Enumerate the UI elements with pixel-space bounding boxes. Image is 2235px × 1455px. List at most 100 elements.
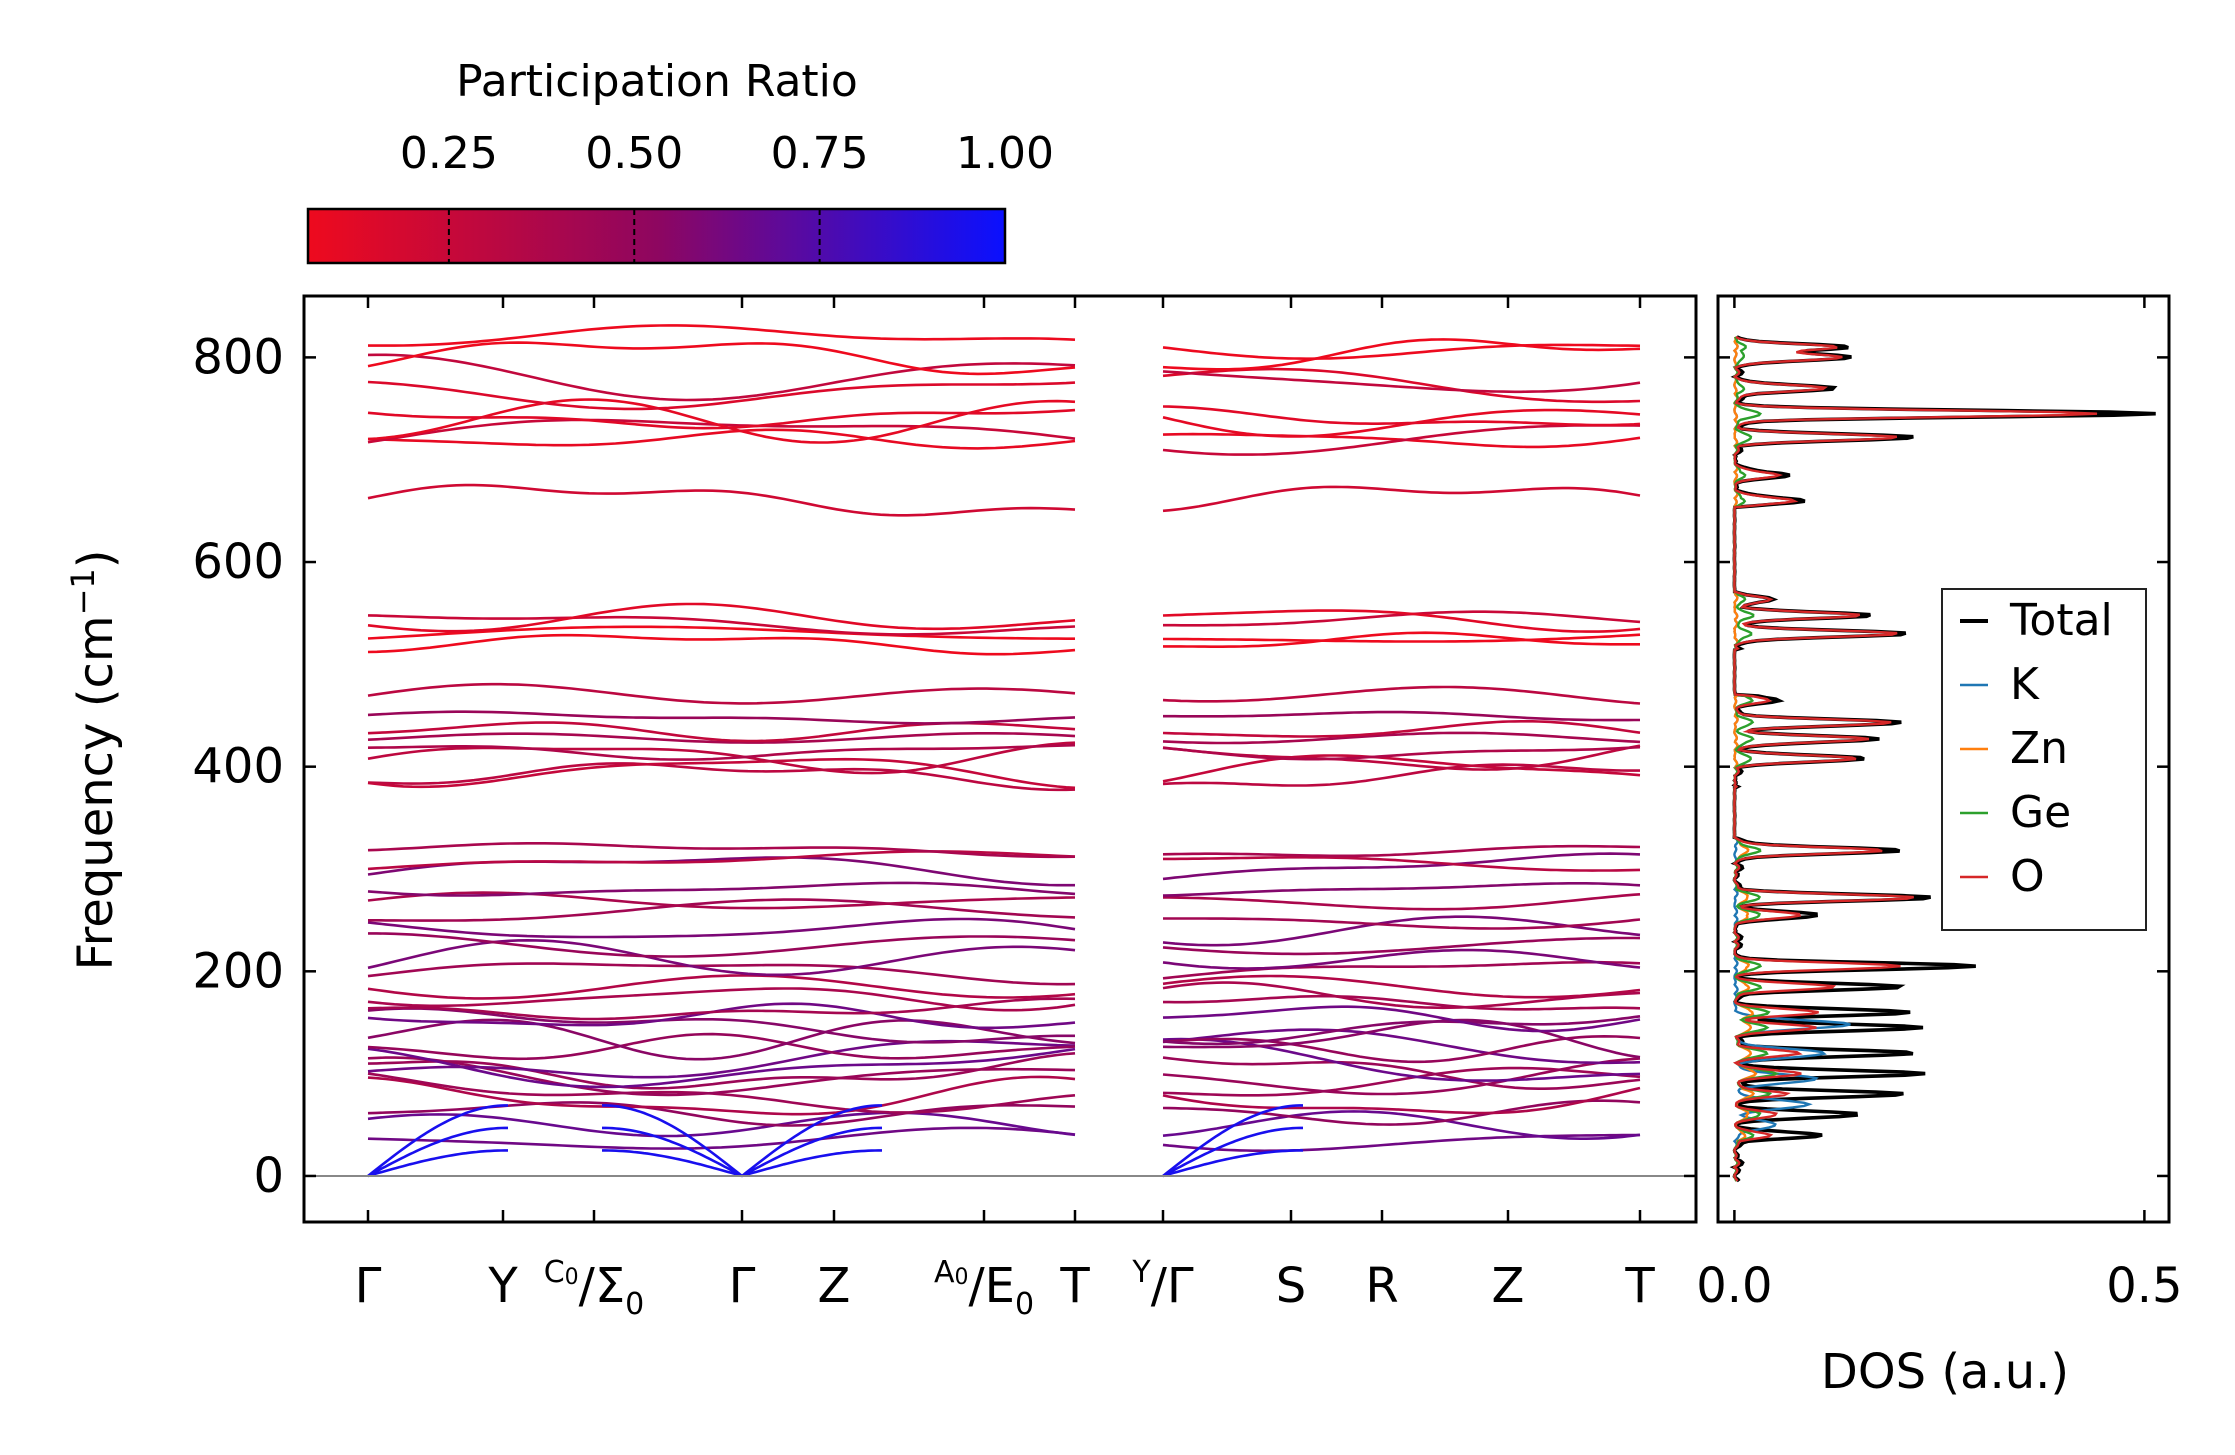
phonon-band xyxy=(367,614,1076,636)
acoustic-band xyxy=(1162,1149,1303,1178)
band-ytick-label: 0 xyxy=(253,1148,284,1204)
phonon-band xyxy=(1162,1110,1641,1140)
band-structure-panel: 0 200 400 600 800 Γ Y C0/Σ0 Γ Z A0/E0 T Y/Γ S R Z T Fre… xyxy=(64,294,1698,1322)
dos-xtick-label: 0.5 xyxy=(2106,1258,2182,1314)
legend-label: Total xyxy=(2009,595,2113,646)
phonon-band xyxy=(1162,936,1641,956)
phonon-band xyxy=(367,842,1076,859)
phonon-band xyxy=(1162,852,1641,881)
acoustic-band xyxy=(741,1126,882,1178)
band-ylabel: Frequency (cm−1) xyxy=(64,549,124,970)
kpoint-label: Y xyxy=(487,1258,518,1314)
phonon-band xyxy=(367,1032,1076,1061)
phonon-band xyxy=(368,932,1076,958)
phonon-band xyxy=(367,398,1076,444)
phonon-band xyxy=(367,917,1076,939)
kpoint-label: R xyxy=(1365,1258,1398,1314)
phonon-band xyxy=(368,324,1076,347)
phonon-band xyxy=(1162,1099,1641,1126)
phonon-band xyxy=(1162,948,1641,970)
acoustic-band xyxy=(602,1126,743,1178)
phonon-band xyxy=(1163,610,1641,627)
phonon-band xyxy=(1163,710,1640,722)
legend-label: O xyxy=(2010,851,2045,902)
phonon-band xyxy=(1162,424,1641,456)
acoustic-band xyxy=(367,1104,508,1178)
phonon-band xyxy=(367,1075,1076,1116)
phonon-band xyxy=(1162,745,1641,761)
phonon-band xyxy=(1162,960,1641,980)
colorbar-title: Participation Ratio xyxy=(456,56,858,107)
phonon-band xyxy=(1163,856,1641,872)
phonon-band xyxy=(1162,408,1641,438)
acoustic-band xyxy=(741,1104,882,1178)
colorbar-tick-label: 0.75 xyxy=(771,128,869,179)
phonon-band xyxy=(367,1101,1076,1127)
phonon-band xyxy=(367,483,1076,517)
phonon-band xyxy=(1162,1018,1641,1059)
phonon-band xyxy=(367,762,1076,792)
phonon-band xyxy=(367,938,1076,977)
phonon-band xyxy=(1162,882,1641,897)
acoustic-band xyxy=(741,1149,882,1178)
dos-legend: Total K Zn Ge O xyxy=(1941,588,2147,931)
phonon-band xyxy=(1163,917,1641,930)
phonon-band xyxy=(1162,485,1641,513)
acoustic-band xyxy=(367,1149,508,1178)
phonon-band xyxy=(367,353,1076,402)
phonon-band xyxy=(1162,844,1641,858)
phonon-band xyxy=(1162,754,1641,783)
phonon-band xyxy=(1162,1086,1641,1115)
phonon-band xyxy=(1163,633,1641,643)
legend-label: Zn xyxy=(2010,723,2068,774)
phonon-band xyxy=(1162,981,1641,1010)
phonon-band xyxy=(367,850,1076,871)
colorbar-gradient xyxy=(306,207,1007,265)
phonon-band xyxy=(1162,893,1641,911)
phonon-band xyxy=(367,891,1076,910)
kpoint-label: C0/Σ0 xyxy=(544,1255,645,1322)
dos-lines xyxy=(1729,335,2156,1183)
phonon-band xyxy=(1162,1057,1641,1096)
phonon-band xyxy=(367,633,1076,656)
phonon-band xyxy=(367,974,1076,1000)
band-ytick-label: 200 xyxy=(192,943,284,999)
phonon-band xyxy=(1162,685,1641,705)
phonon-band xyxy=(1162,1034,1641,1064)
phonon-band xyxy=(1162,731,1641,745)
kpoint-label: Γ xyxy=(729,1258,756,1314)
legend-label: K xyxy=(2010,659,2040,710)
band-axes-frame xyxy=(302,294,1698,1224)
kpoint-label: T xyxy=(1624,1258,1655,1314)
phonon-band xyxy=(368,898,1076,922)
phonon-band xyxy=(1162,1015,1641,1046)
dos-panel: 0.0 0.5 DOS (a.u.) Total K Zn Ge O xyxy=(1696,294,2183,1400)
phonon-band xyxy=(367,732,1076,744)
dos-series-o xyxy=(1732,335,2098,1182)
phonon-band xyxy=(367,987,1076,1012)
band-ytick-label: 600 xyxy=(192,534,284,590)
phonon-band xyxy=(367,380,1076,411)
phonon-band xyxy=(1162,343,1641,360)
band-ytick-label: 400 xyxy=(192,739,284,795)
phonon-band xyxy=(367,757,1076,790)
phonon-band xyxy=(1163,631,1640,648)
dos-legend-box xyxy=(1941,588,2147,931)
colorbar: Participation Ratio 0.25 0.50 0.75 1.00 xyxy=(306,56,1054,265)
kpoint-label: S xyxy=(1276,1258,1306,1314)
phonon-band xyxy=(367,625,1075,640)
phonon-band xyxy=(1162,405,1641,427)
phonon-band xyxy=(1162,763,1640,787)
phonon-band xyxy=(1163,994,1641,1011)
kpoint-label: Y/Γ xyxy=(1131,1255,1194,1314)
kpoint-label: T xyxy=(1059,1258,1090,1314)
phonon-band xyxy=(367,1072,1076,1114)
acoustic-band xyxy=(1162,1126,1303,1178)
phonon-band xyxy=(367,602,1076,633)
phonon-band xyxy=(1162,609,1641,633)
dos-xlabel: DOS (a.u.) xyxy=(1821,1344,2069,1400)
phonon-band xyxy=(1162,338,1641,371)
phonon-band xyxy=(1162,974,1641,999)
phonon-band xyxy=(367,341,1076,376)
